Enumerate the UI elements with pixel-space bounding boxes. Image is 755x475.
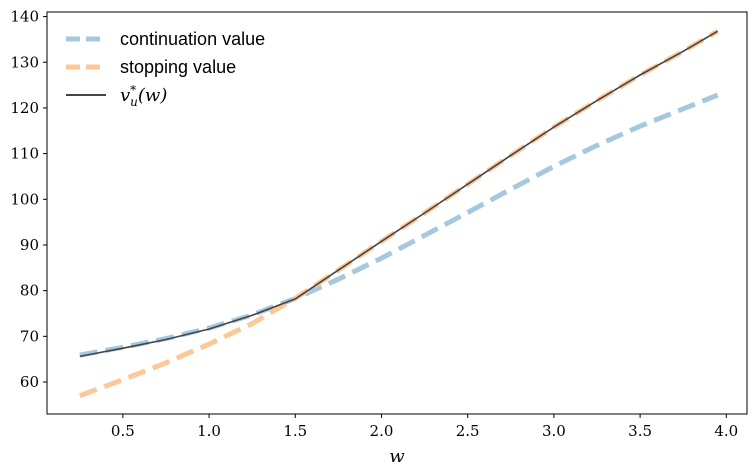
x-tick-label: 4.0 bbox=[714, 422, 738, 440]
x-tick-label: 3.5 bbox=[628, 422, 652, 440]
legend-math-sup: * bbox=[130, 83, 136, 97]
y-tick-label: 80 bbox=[20, 282, 39, 300]
x-tick-label: 1.0 bbox=[197, 422, 221, 440]
y-tick-label: 100 bbox=[10, 190, 39, 208]
series-line-continuation-value bbox=[79, 92, 719, 358]
y-tick-label: 90 bbox=[20, 236, 39, 254]
x-tick-label: 3.0 bbox=[542, 422, 566, 440]
legend: continuation value stopping value v* u(w) bbox=[66, 29, 265, 109]
legend-math-tail: (w) bbox=[138, 85, 167, 106]
plot-frame bbox=[46, 11, 748, 415]
legend-math-sub: u bbox=[130, 95, 138, 109]
y-tick-label: 60 bbox=[20, 373, 39, 391]
plot-lines bbox=[78, 29, 719, 399]
x-axis-ticks: 0.5 1.0 1.5 2.0 2.5 3.0 3.5 4.0 bbox=[111, 414, 738, 440]
series-line-value-function bbox=[79, 30, 719, 358]
x-tick-label: 1.5 bbox=[283, 422, 307, 440]
legend-label-continuation: continuation value bbox=[120, 29, 265, 49]
x-tick-label: 2.5 bbox=[456, 422, 480, 440]
legend-math-main: v bbox=[120, 85, 130, 106]
x-tick-label: 0.5 bbox=[111, 422, 135, 440]
legend-label-value-function: v* u(w) bbox=[120, 83, 167, 109]
x-tick-label: 2.0 bbox=[370, 422, 394, 440]
y-tick-label: 70 bbox=[20, 327, 39, 345]
x-axis-title: w bbox=[389, 446, 405, 467]
y-tick-label: 120 bbox=[10, 99, 39, 117]
legend-label-stopping: stopping value bbox=[120, 57, 236, 77]
y-tick-label: 110 bbox=[10, 145, 39, 163]
y-axis-ticks: 60 70 80 90 100 110 120 130 140 bbox=[10, 8, 47, 391]
y-tick-label: 130 bbox=[10, 53, 39, 71]
y-tick-label: 140 bbox=[10, 8, 39, 26]
